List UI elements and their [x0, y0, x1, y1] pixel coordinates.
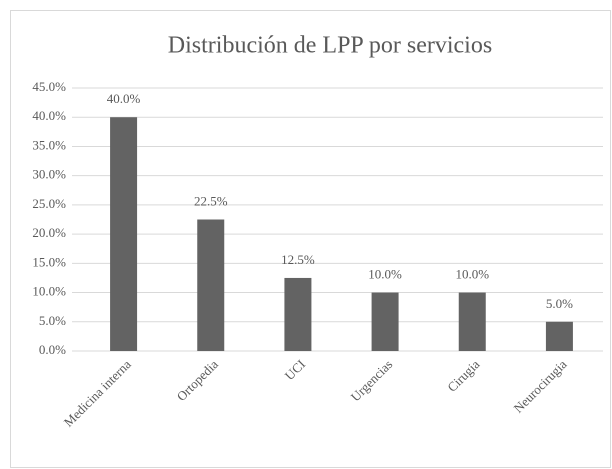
- bar: [284, 277, 312, 351]
- bar: [371, 292, 399, 351]
- bar: [458, 292, 486, 351]
- data-label: 40.0%: [107, 91, 141, 106]
- bar: [110, 117, 138, 351]
- y-tick-label: 15.0%: [32, 254, 66, 269]
- bar: [197, 219, 225, 351]
- y-tick-label: 25.0%: [32, 196, 66, 211]
- data-label: 22.5%: [194, 193, 228, 208]
- data-label: 5.0%: [546, 296, 573, 311]
- y-tick-label: 20.0%: [32, 225, 66, 240]
- data-label: 12.5%: [281, 252, 315, 267]
- y-tick-label: 40.0%: [32, 108, 66, 123]
- y-tick-label: 5.0%: [39, 313, 66, 328]
- y-tick-label: 0.0%: [39, 342, 66, 357]
- data-label: 10.0%: [368, 267, 402, 282]
- y-tick-label: 30.0%: [32, 167, 66, 182]
- data-label: 10.0%: [455, 267, 489, 282]
- chart-title: Distribución de LPP por servicios: [168, 33, 492, 59]
- y-tick-label: 10.0%: [32, 284, 66, 299]
- y-tick-label: 45.0%: [32, 79, 66, 94]
- y-tick-label: 35.0%: [32, 137, 66, 152]
- bar: [545, 321, 573, 351]
